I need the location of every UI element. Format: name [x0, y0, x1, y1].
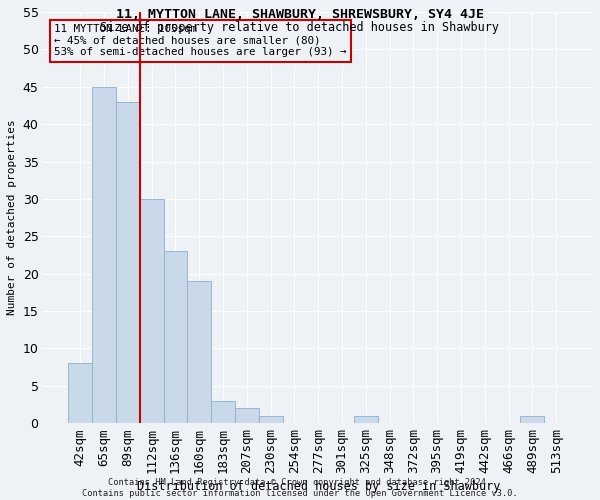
Bar: [259, 416, 283, 423]
Y-axis label: Number of detached properties: Number of detached properties: [7, 120, 17, 316]
Bar: [68, 364, 92, 423]
X-axis label: Distribution of detached houses by size in Shawbury: Distribution of detached houses by size …: [137, 480, 500, 493]
Bar: [92, 86, 116, 423]
Text: 11 MYTTON LANE: 105sqm
← 45% of detached houses are smaller (80)
53% of semi-det: 11 MYTTON LANE: 105sqm ← 45% of detached…: [55, 24, 347, 58]
Bar: [116, 102, 140, 423]
Text: 11, MYTTON LANE, SHAWBURY, SHREWSBURY, SY4 4JE: 11, MYTTON LANE, SHAWBURY, SHREWSBURY, S…: [116, 8, 484, 20]
Bar: [164, 251, 187, 423]
Bar: [520, 416, 544, 423]
Bar: [235, 408, 259, 423]
Bar: [354, 416, 377, 423]
Bar: [187, 281, 211, 423]
Text: Contains HM Land Registry data © Crown copyright and database right 2024.
Contai: Contains HM Land Registry data © Crown c…: [82, 478, 518, 498]
Bar: [211, 401, 235, 423]
Bar: [140, 199, 164, 423]
Text: Size of property relative to detached houses in Shawbury: Size of property relative to detached ho…: [101, 21, 499, 34]
